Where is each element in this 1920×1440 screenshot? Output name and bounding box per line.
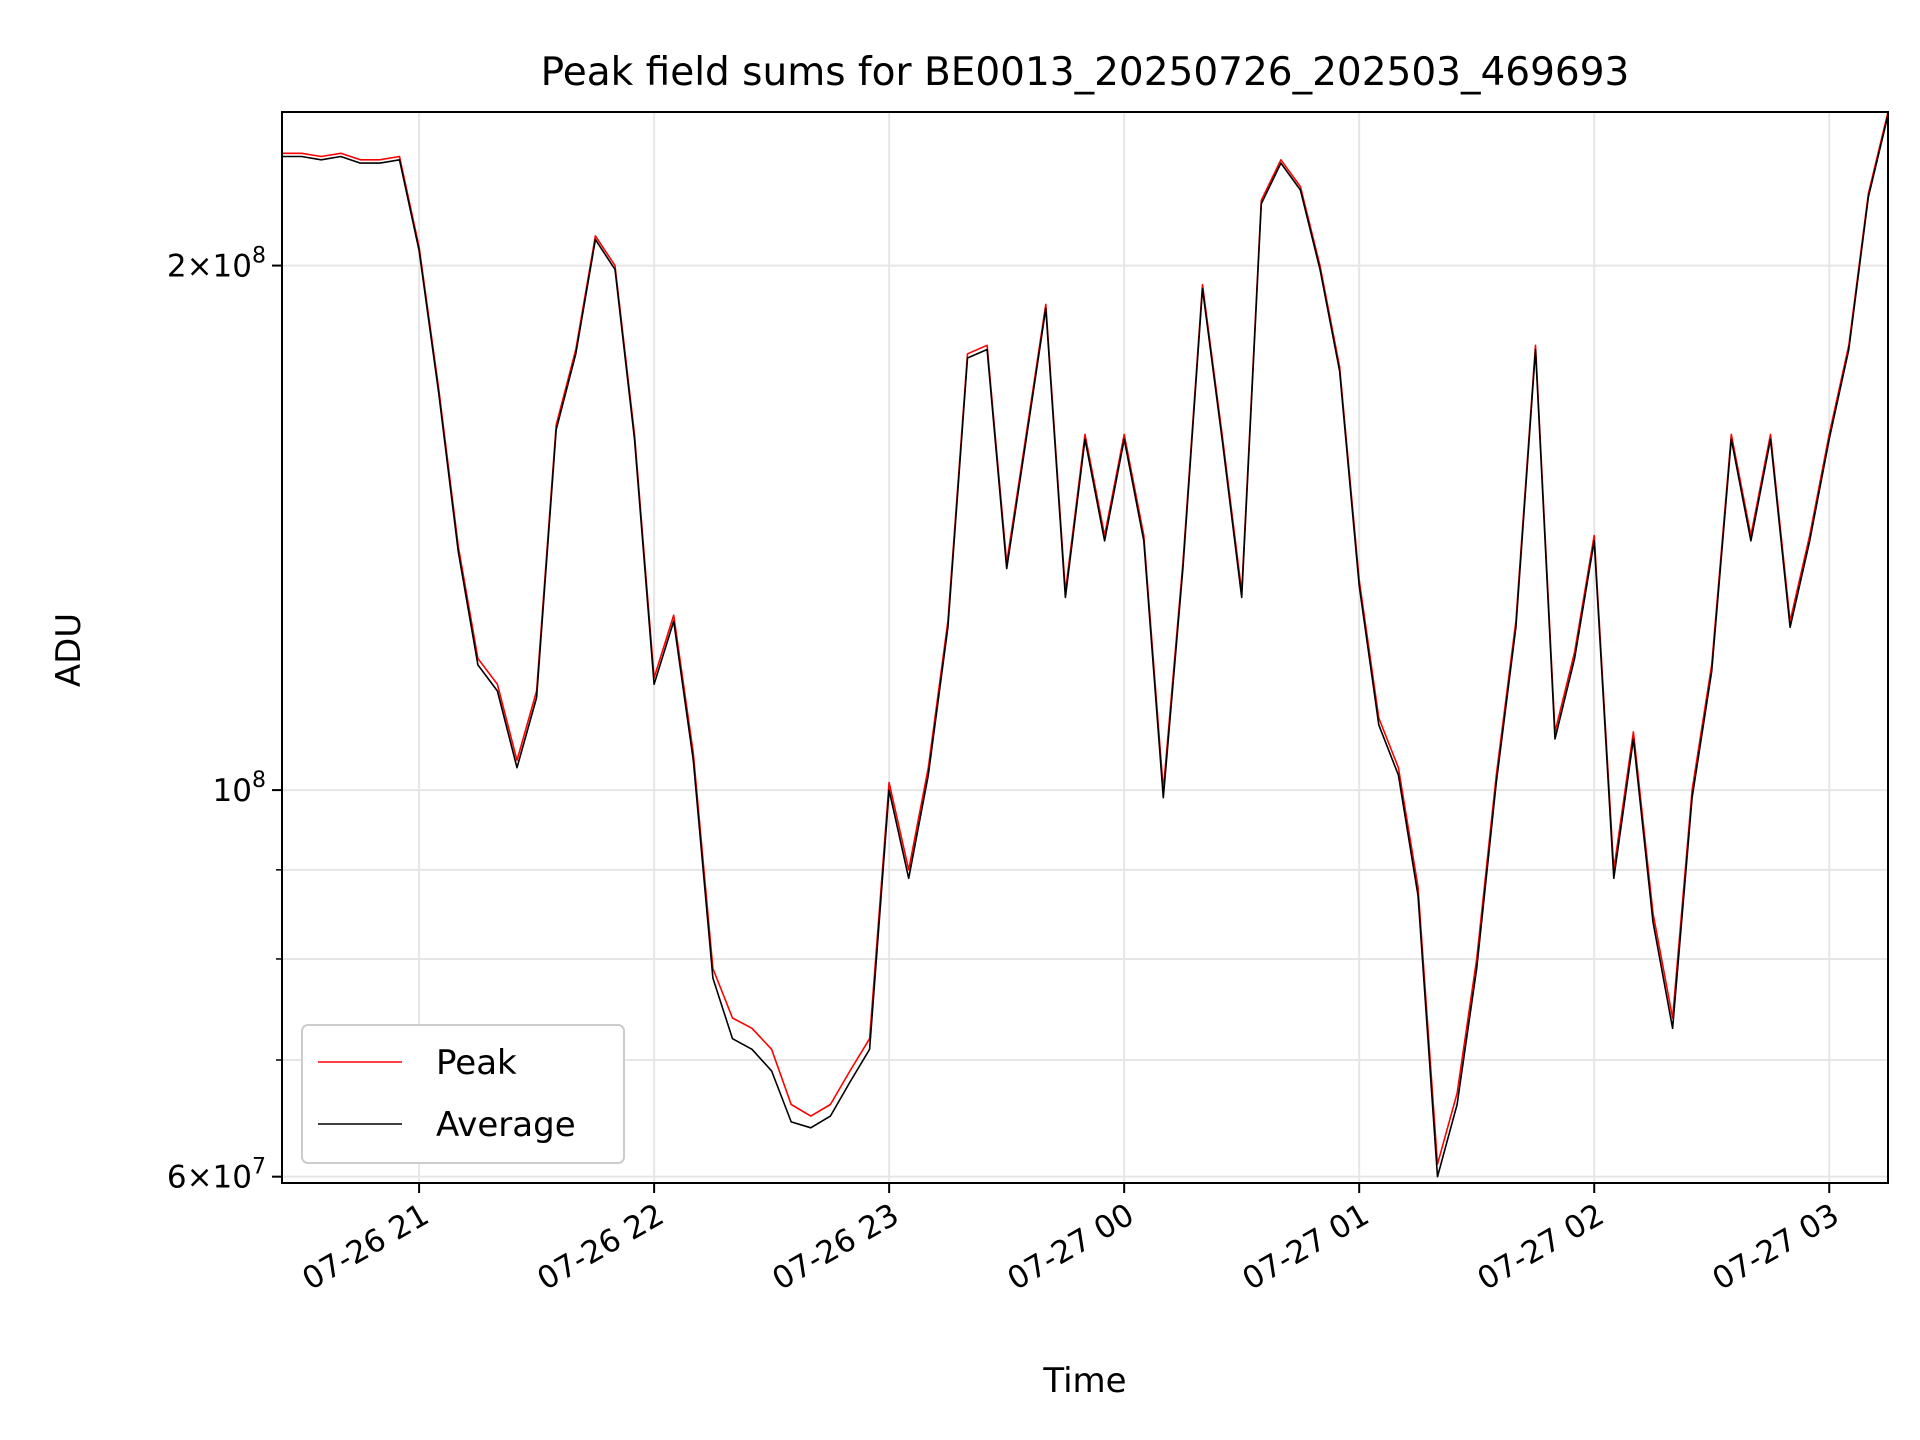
y-tick-label: 6×107 bbox=[167, 1155, 266, 1196]
legend: Peak Average bbox=[301, 1024, 625, 1164]
y-tick-label: 108 bbox=[213, 768, 266, 809]
y-tick-label: 2×108 bbox=[167, 244, 266, 285]
plot-frame bbox=[281, 111, 1889, 1184]
series-layer bbox=[282, 111, 1889, 1178]
x-axis-label: Time bbox=[1042, 1361, 1126, 1401]
x-axis: 07-26 21 07-26 22 07-26 23 07-27 00 07-27 01… bbox=[296, 1183, 1845, 1298]
x-tick-label: 07-27 00 bbox=[1001, 1197, 1140, 1298]
legend-label-average: Average bbox=[436, 1105, 576, 1145]
legend-label-peak: Peak bbox=[436, 1043, 517, 1083]
x-tick-label: 07-27 02 bbox=[1472, 1197, 1611, 1298]
series-line-peak bbox=[282, 111, 1889, 1165]
x-tick-label: 07-26 22 bbox=[531, 1197, 670, 1298]
x-tick-label: 07-27 01 bbox=[1236, 1197, 1375, 1298]
legend-box bbox=[301, 1024, 625, 1164]
x-tick-label: 07-27 03 bbox=[1707, 1197, 1846, 1298]
chart-title: Peak field sums for BE0013_20250726_2025… bbox=[541, 50, 1630, 95]
grid bbox=[282, 112, 1888, 1183]
x-tick-label: 07-26 21 bbox=[296, 1197, 435, 1298]
y-axis: 6×107 108 2×108 bbox=[167, 244, 282, 1196]
x-tick-label: 07-26 23 bbox=[766, 1197, 905, 1298]
y-axis-label: ADU bbox=[49, 613, 89, 687]
series-line-average bbox=[282, 114, 1889, 1178]
